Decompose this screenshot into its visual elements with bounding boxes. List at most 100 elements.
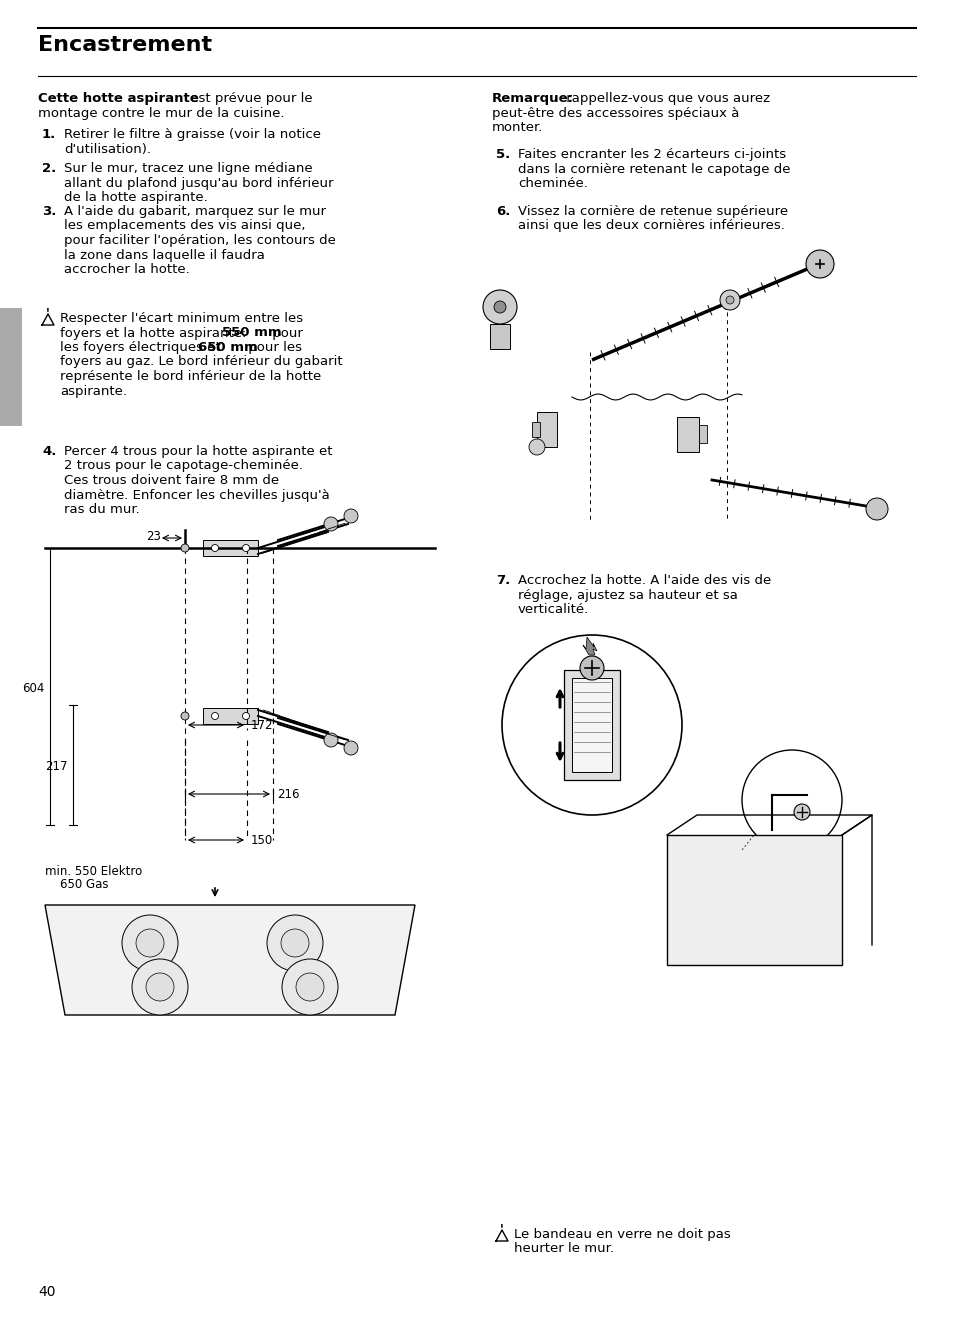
Text: 650 mm: 650 mm — [198, 341, 257, 354]
Text: 216: 216 — [276, 788, 299, 801]
Circle shape — [324, 733, 337, 747]
Text: 4.: 4. — [42, 446, 56, 457]
Text: les emplacements des vis ainsi que,: les emplacements des vis ainsi que, — [64, 220, 305, 232]
Text: 6.: 6. — [496, 206, 510, 217]
Circle shape — [793, 804, 809, 819]
Text: A l'aide du gabarit, marquez sur le mur: A l'aide du gabarit, marquez sur le mur — [64, 206, 326, 217]
Text: Retirer le filtre à graisse (voir la notice: Retirer le filtre à graisse (voir la not… — [64, 129, 320, 141]
Text: les foyers électriques et: les foyers électriques et — [60, 341, 225, 354]
Text: peut-être des accessoires spéciaux à: peut-être des accessoires spéciaux à — [492, 106, 739, 119]
Text: heurter le mur.: heurter le mur. — [514, 1242, 614, 1256]
Bar — [203, 540, 257, 556]
Circle shape — [865, 499, 887, 520]
Text: foyers et la hotte aspirante:: foyers et la hotte aspirante: — [60, 326, 251, 339]
Text: Ces trous doivent faire 8 mm de: Ces trous doivent faire 8 mm de — [64, 473, 279, 487]
Text: 150: 150 — [251, 834, 273, 847]
Circle shape — [741, 751, 841, 850]
Circle shape — [295, 973, 324, 1001]
Circle shape — [242, 545, 250, 552]
Text: pour: pour — [268, 326, 302, 339]
Text: dans la cornière retenant le capotage de: dans la cornière retenant le capotage de — [517, 163, 790, 175]
Bar — [0, 308, 22, 426]
Text: rappellez-vous que vous aurez: rappellez-vous que vous aurez — [561, 91, 769, 105]
Circle shape — [181, 712, 189, 720]
Text: représente le bord inférieur de la hotte: représente le bord inférieur de la hotte — [60, 370, 321, 383]
Text: ras du mur.: ras du mur. — [64, 503, 139, 516]
Text: 650 Gas: 650 Gas — [45, 878, 109, 891]
Circle shape — [482, 290, 517, 324]
Circle shape — [494, 301, 505, 313]
Circle shape — [501, 635, 681, 815]
Text: cheminée.: cheminée. — [517, 176, 587, 190]
Text: Encastrement: Encastrement — [38, 34, 212, 54]
Circle shape — [122, 915, 178, 971]
Text: 604: 604 — [23, 682, 45, 695]
Text: ainsi que les deux cornières inférieures.: ainsi que les deux cornières inférieures… — [517, 220, 784, 232]
Circle shape — [344, 509, 357, 522]
Text: Faites encranter les 2 écarteurs ci-joints: Faites encranter les 2 écarteurs ci-join… — [517, 149, 785, 160]
Text: aspirante.: aspirante. — [60, 385, 127, 398]
Text: de la hotte aspirante.: de la hotte aspirante. — [64, 191, 208, 204]
Text: Percer 4 trous pour la hotte aspirante et: Percer 4 trous pour la hotte aspirante e… — [64, 446, 333, 457]
Text: 3.: 3. — [42, 206, 56, 217]
Circle shape — [805, 251, 833, 278]
Polygon shape — [582, 636, 597, 655]
Circle shape — [344, 741, 357, 754]
Text: monter.: monter. — [492, 121, 543, 134]
Text: d'utilisation).: d'utilisation). — [64, 142, 151, 155]
Circle shape — [212, 545, 218, 552]
Text: allant du plafond jusqu'au bord inférieur: allant du plafond jusqu'au bord inférieu… — [64, 176, 334, 190]
Bar — [203, 708, 257, 724]
Text: pour les: pour les — [244, 341, 302, 354]
Bar — [666, 835, 841, 965]
Circle shape — [281, 930, 309, 957]
Text: 40: 40 — [38, 1285, 55, 1299]
Text: 7.: 7. — [496, 574, 510, 587]
Circle shape — [181, 544, 189, 552]
Text: accrocher la hotte.: accrocher la hotte. — [64, 263, 190, 276]
Text: !: ! — [499, 1224, 503, 1233]
Circle shape — [136, 930, 164, 957]
Text: est prévue pour le: est prévue pour le — [186, 91, 313, 105]
Bar — [572, 678, 612, 772]
Circle shape — [529, 439, 544, 455]
Text: 23: 23 — [146, 530, 161, 544]
Text: 550 mm: 550 mm — [222, 326, 281, 339]
Text: Respecter l'écart minimum entre les: Respecter l'écart minimum entre les — [60, 312, 303, 325]
Circle shape — [146, 973, 173, 1001]
Text: montage contre le mur de la cuisine.: montage contre le mur de la cuisine. — [38, 106, 284, 119]
Circle shape — [132, 959, 188, 1014]
Circle shape — [242, 712, 250, 720]
Circle shape — [267, 915, 323, 971]
Text: foyers au gaz. Le bord inférieur du gabarit: foyers au gaz. Le bord inférieur du gaba… — [60, 355, 342, 369]
Text: 5.: 5. — [496, 149, 510, 160]
Polygon shape — [45, 906, 415, 1014]
Text: 1.: 1. — [42, 129, 56, 141]
Circle shape — [579, 656, 603, 680]
Circle shape — [720, 290, 740, 310]
Bar — [490, 324, 510, 349]
Bar — [537, 412, 557, 447]
Text: min. 550 Elektro: min. 550 Elektro — [45, 865, 142, 878]
Text: pour faciliter l'opération, les contours de: pour faciliter l'opération, les contours… — [64, 233, 335, 247]
Text: Accrochez la hotte. A l'aide des vis de: Accrochez la hotte. A l'aide des vis de — [517, 574, 770, 587]
Circle shape — [282, 959, 337, 1014]
Circle shape — [212, 712, 218, 720]
Circle shape — [324, 517, 337, 530]
Text: réglage, ajustez sa hauteur et sa: réglage, ajustez sa hauteur et sa — [517, 589, 737, 602]
Bar — [699, 426, 706, 443]
Text: Le bandeau en verre ne doit pas: Le bandeau en verre ne doit pas — [514, 1228, 730, 1241]
Text: 217: 217 — [46, 760, 68, 773]
Text: 2.: 2. — [42, 162, 56, 175]
Bar — [563, 670, 619, 780]
Text: verticalité.: verticalité. — [517, 603, 589, 617]
Text: 172: 172 — [251, 719, 274, 732]
Text: Vissez la cornière de retenue supérieure: Vissez la cornière de retenue supérieure — [517, 206, 787, 217]
Bar — [677, 416, 699, 452]
Bar — [532, 422, 539, 438]
Text: Remarque:: Remarque: — [492, 91, 574, 105]
Text: la zone dans laquelle il faudra: la zone dans laquelle il faudra — [64, 248, 265, 261]
Text: Sur le mur, tracez une ligne médiane: Sur le mur, tracez une ligne médiane — [64, 162, 313, 175]
Text: Cette hotte aspirante: Cette hotte aspirante — [38, 91, 198, 105]
Text: diamètre. Enfoncer les chevilles jusqu'à: diamètre. Enfoncer les chevilles jusqu'à — [64, 488, 330, 501]
